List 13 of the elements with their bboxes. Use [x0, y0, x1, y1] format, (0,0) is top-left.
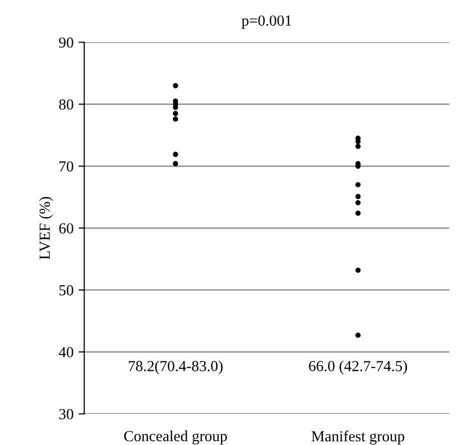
y-tick-label: 90 — [59, 37, 74, 48]
y-axis-title: LVEF (%) — [39, 196, 53, 260]
y-tick-label: 40 — [58, 347, 74, 358]
annotation: 78.2(70.4-83.0) — [128, 360, 223, 374]
y-tick-label: 50 — [59, 285, 74, 296]
y-tick-label: 30 — [59, 408, 74, 420]
y-tick-label: 80 — [59, 99, 74, 110]
chart-title: p=0.001 — [242, 15, 292, 29]
y-tick-label: 60 — [59, 223, 74, 234]
annotation: 66.0 (42.7-74.5) — [309, 360, 407, 374]
x-tick-label: Manifest group — [312, 430, 404, 445]
x-tick-label: Concealed group — [124, 430, 227, 444]
y-tick-label: 70 — [60, 161, 74, 172]
